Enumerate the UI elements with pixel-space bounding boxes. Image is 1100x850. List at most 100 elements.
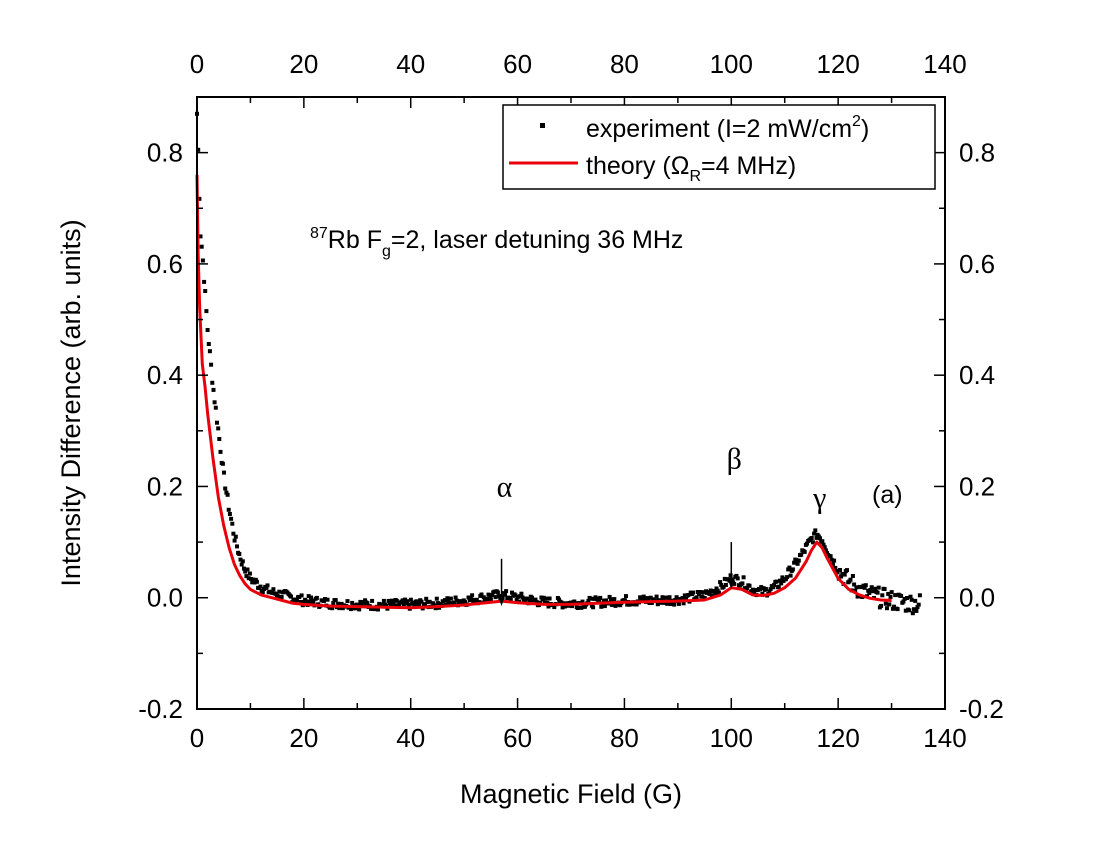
- experiment-point: [642, 596, 647, 601]
- experiment-point: [718, 580, 723, 585]
- experiment-point: [200, 258, 205, 263]
- experiment-point: [468, 597, 473, 601]
- experiment-point: [307, 599, 312, 604]
- experiment-point: [691, 590, 695, 595]
- x-tick-labels-bottom: 0 20 40 60 80 100 120 140: [190, 723, 967, 753]
- experiment-point: [202, 279, 207, 284]
- experiment-point: [607, 594, 612, 599]
- experiment-point: [508, 598, 513, 602]
- x-tick-label-top: 120: [816, 49, 859, 79]
- experiment-point: [258, 584, 263, 589]
- x-tick-label: 60: [503, 723, 532, 753]
- experiment-point: [740, 581, 745, 586]
- experiment-point: [254, 579, 259, 584]
- x-tick-label-top: 20: [289, 49, 318, 79]
- experiment-point: [297, 594, 302, 599]
- experiment-point: [525, 596, 530, 601]
- experiment-point: [580, 599, 585, 604]
- experiment-point: [772, 582, 777, 587]
- experiment-point: [861, 583, 866, 588]
- y-tick-label-right: 0.0: [959, 583, 995, 613]
- experiment-point: [541, 595, 546, 600]
- experiment-point: [250, 580, 255, 585]
- y-tick-label: 0.4: [147, 360, 183, 390]
- experiment-point: [648, 595, 653, 600]
- experiment-point: [400, 598, 405, 603]
- experiment-point: [602, 604, 607, 609]
- experiment-point: [838, 568, 842, 572]
- experiment-point: [424, 596, 429, 601]
- experiment-point: [245, 567, 250, 572]
- experiment-point: [833, 565, 838, 570]
- experiment-point: [792, 560, 797, 565]
- experiment-point: [783, 577, 788, 582]
- experiment-point: [759, 585, 764, 590]
- experiment-point: [788, 573, 793, 578]
- x-tick-label: 20: [289, 723, 318, 753]
- x-tick-label-top: 60: [503, 49, 532, 79]
- experiment-point: [917, 593, 922, 598]
- experiment-point: [712, 589, 717, 594]
- experiment-point: [224, 490, 229, 495]
- experiment-point: [859, 585, 864, 590]
- experiment-point: [732, 581, 737, 586]
- experiment-point: [856, 594, 861, 599]
- experiment-point: [863, 583, 868, 588]
- experiment-point: [405, 599, 410, 604]
- experiment-point: [908, 594, 913, 599]
- experiment-point: [684, 596, 688, 601]
- experiment-point: [309, 595, 313, 600]
- experiment-point: [212, 400, 217, 405]
- experiment-point: [672, 602, 677, 607]
- experiment-point: [198, 234, 203, 239]
- experiment-point: [406, 603, 411, 607]
- experiment-point: [741, 575, 746, 580]
- experiment-point: [231, 531, 236, 536]
- experiment-point: [436, 601, 440, 606]
- x-tick-label: 40: [396, 723, 425, 753]
- experiment-point: [795, 561, 800, 566]
- experiment-point: [662, 600, 667, 605]
- experiment-point: [488, 597, 493, 602]
- experiment-point: [440, 599, 445, 604]
- experiment-point: [427, 599, 432, 604]
- experiment-point: [279, 595, 284, 599]
- experiment-point: [832, 558, 837, 563]
- experiment-point: [232, 538, 237, 543]
- experiment-point: [492, 589, 497, 594]
- experiment-point: [243, 569, 248, 574]
- experiment-point: [753, 588, 758, 593]
- experiment-point: [615, 602, 620, 607]
- experiment-point: [294, 597, 299, 602]
- experiment-point: [403, 597, 408, 602]
- experiment-point: [481, 595, 486, 600]
- experiment-point: [893, 593, 898, 598]
- experiment-point: [444, 602, 449, 607]
- peak-label: α: [497, 470, 513, 503]
- experiment-point: [903, 608, 908, 613]
- experiment-point: [557, 597, 561, 602]
- axis-ticks: [196, 97, 946, 710]
- experiment-point: [260, 590, 265, 594]
- experiment-point: [360, 600, 365, 605]
- experiment-point: [454, 598, 459, 603]
- experiment-point: [707, 591, 712, 596]
- experiment-point: [559, 600, 564, 605]
- experiment-point: [612, 597, 617, 602]
- experiment-point: [233, 534, 238, 539]
- experiment-point: [830, 562, 835, 567]
- experiment-point: [229, 516, 234, 521]
- experiment-point: [495, 590, 500, 595]
- experiment-point: [709, 593, 714, 598]
- experiment-point: [276, 594, 281, 599]
- experiment-point: [805, 541, 809, 546]
- experiment-point: [723, 583, 728, 587]
- x-tick-label: 80: [610, 723, 639, 753]
- y-tick-label: 0.6: [147, 249, 183, 279]
- experiment-point: [845, 568, 849, 573]
- experiment-point: [264, 585, 269, 590]
- experiment-point: [544, 596, 549, 601]
- peak-label: γ: [812, 482, 826, 515]
- experiment-point: [314, 595, 319, 600]
- peak-arrow-head: [497, 594, 506, 607]
